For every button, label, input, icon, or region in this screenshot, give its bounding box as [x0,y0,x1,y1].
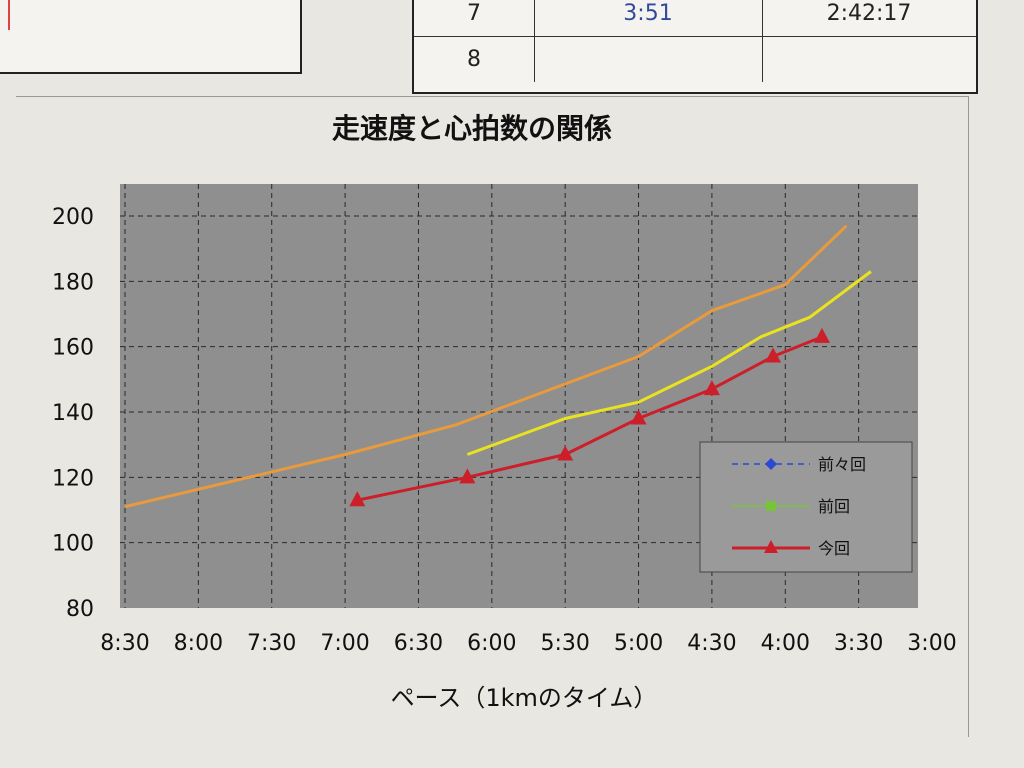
data-point-marker [703,380,720,396]
x-tick-label: 7:00 [320,631,369,656]
y-tick-label: 80 [66,597,94,622]
y-tick-label: 180 [52,270,94,295]
lap-cell: 8 [414,36,535,82]
split-cell [534,36,763,82]
split-cell: 3:51 [534,0,763,36]
x-tick-label: 5:30 [540,631,589,656]
y-tick-label: 120 [52,466,94,491]
data-point-marker [813,327,830,343]
series-line [466,270,872,456]
x-tick-label: 8:30 [100,631,149,656]
x-tick-label: 3:00 [907,631,956,656]
chart-frame [16,96,969,737]
series-line [124,224,848,509]
legend-marker-triangle [764,540,778,553]
chart-title: 走速度と心拍数の関係 [332,112,612,145]
table-row: 7 3:51 2:42:17 [414,0,976,37]
x-tick-label: 7:30 [247,631,296,656]
legend-marker-square [766,501,776,511]
x-tick-label: 8:00 [174,631,223,656]
split-table: 7 3:51 2:42:17 8 [412,0,978,94]
legend-label: 前回 [818,497,850,516]
legend-label: 今回 [818,539,850,558]
paper-left-fragment [0,0,302,74]
total-cell: 2:42:17 [826,0,912,26]
x-tick-label: 6:00 [467,631,516,656]
x-axis-label: ペース（1kmのタイム） [391,684,658,712]
legend-box [699,441,913,573]
legend-label: 前々回 [818,455,866,474]
y-tick-label: 160 [52,336,94,361]
table-row: 8 [414,36,976,82]
x-tick-label: 4:00 [761,631,810,656]
x-tick-label: 3:30 [834,631,883,656]
y-tick-label: 140 [52,401,94,426]
x-tick-label: 5:00 [614,631,663,656]
y-tick-label: 200 [52,205,94,230]
lap-cell: 7 [414,0,535,36]
y-tick-label: 100 [52,532,94,557]
red-margin-line [8,0,10,30]
x-tick-label: 4:30 [687,631,736,656]
data-point-marker [459,468,476,484]
x-tick-label: 6:30 [394,631,443,656]
data-point-marker [765,347,782,363]
legend-marker-diamond [765,458,777,470]
data-point-marker [630,409,647,425]
data-point-marker [349,491,366,507]
data-point-marker [557,445,574,461]
